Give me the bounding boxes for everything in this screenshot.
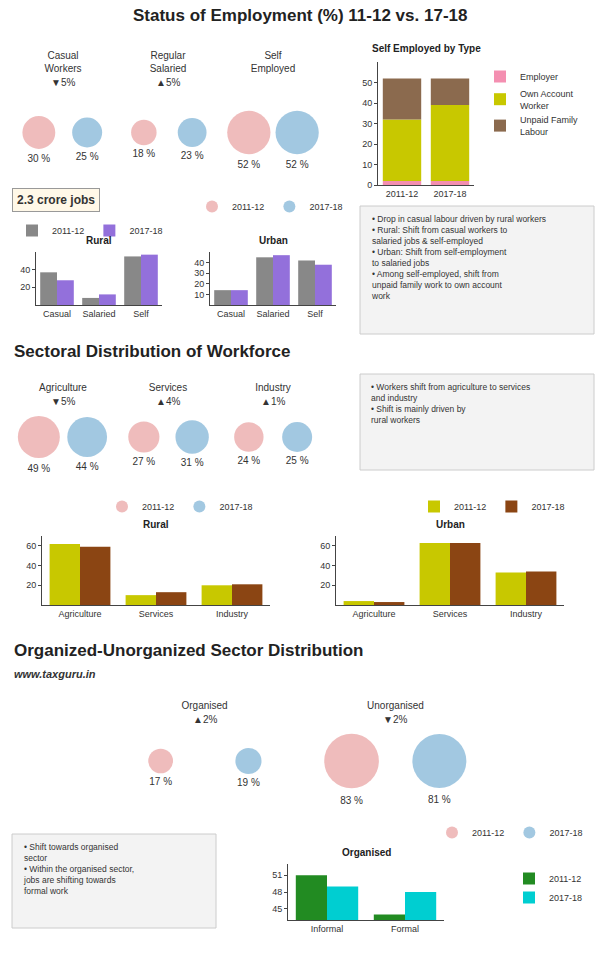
svg-text:Casual: Casual: [43, 309, 71, 319]
svg-text:20: 20: [26, 580, 36, 590]
svg-text:40: 40: [362, 98, 372, 108]
svg-text:2011-12: 2011-12: [472, 828, 504, 838]
svg-text:Services: Services: [149, 382, 187, 393]
svg-text:10: 10: [362, 160, 372, 170]
svg-text:51: 51: [272, 870, 282, 880]
svg-text:31 %: 31 %: [181, 457, 204, 468]
svg-text:Rural: Rural: [86, 235, 112, 246]
svg-text:20: 20: [320, 580, 330, 590]
svg-text:▲5%: ▲5%: [156, 77, 180, 88]
svg-text:Industry: Industry: [255, 382, 291, 393]
svg-text:• Drop in casual labour driven: • Drop in casual labour driven by rural …: [371, 214, 546, 301]
svg-text:2017-18: 2017-18: [129, 226, 162, 236]
svg-text:▼5%: ▼5%: [51, 396, 75, 407]
svg-text:Self: Self: [307, 309, 323, 319]
svg-text:40: 40: [20, 265, 30, 275]
svg-text:Agriculture: Agriculture: [58, 609, 101, 619]
svg-text:49 %: 49 %: [27, 463, 50, 474]
svg-text:2011-12: 2011-12: [232, 202, 264, 212]
svg-text:▲2%: ▲2%: [193, 714, 217, 725]
svg-text:CasualWorkers: CasualWorkers: [44, 50, 81, 74]
svg-text:25 %: 25 %: [76, 151, 99, 162]
svg-text:52 %: 52 %: [286, 159, 309, 170]
svg-text:52 %: 52 %: [237, 159, 260, 170]
svg-text:Services: Services: [139, 609, 174, 619]
svg-text:2.3 crore jobs: 2.3 crore jobs: [17, 193, 95, 207]
svg-text:44 %: 44 %: [76, 461, 99, 472]
svg-text:25 %: 25 %: [286, 455, 309, 466]
svg-text:2017-18: 2017-18: [309, 202, 342, 212]
svg-text:27 %: 27 %: [132, 456, 155, 467]
svg-text:Informal: Informal: [311, 924, 344, 934]
svg-text:30: 30: [194, 268, 204, 278]
svg-text:Employer: Employer: [520, 72, 558, 82]
svg-text:10: 10: [194, 290, 204, 300]
svg-text:• Workers shift from agricultu: • Workers shift from agriculture to serv…: [371, 382, 530, 425]
svg-text:Salaried: Salaried: [256, 309, 289, 319]
svg-text:Self Employed by Type: Self Employed by Type: [372, 43, 481, 54]
svg-text:24 %: 24 %: [237, 455, 260, 466]
svg-text:2011-12: 2011-12: [52, 226, 84, 236]
svg-text:▲4%: ▲4%: [156, 396, 180, 407]
svg-text:30 %: 30 %: [27, 153, 50, 164]
svg-text:2011-12: 2011-12: [386, 189, 418, 199]
svg-text:▼5%: ▼5%: [51, 77, 75, 88]
svg-text:0: 0: [367, 180, 372, 190]
svg-text:81 %: 81 %: [428, 794, 451, 805]
svg-text:Salaried: Salaried: [82, 309, 115, 319]
svg-text:20: 20: [362, 139, 372, 149]
svg-text:Unpaid FamilyLabour: Unpaid FamilyLabour: [520, 115, 578, 137]
svg-text:2017-18: 2017-18: [433, 189, 466, 199]
svg-text:60: 60: [320, 541, 330, 551]
svg-text:Industry: Industry: [216, 609, 249, 619]
svg-text:30: 30: [362, 119, 372, 129]
svg-text:40: 40: [320, 561, 330, 571]
svg-text:Urban: Urban: [436, 519, 465, 530]
svg-text:17 %: 17 %: [149, 776, 172, 787]
svg-text:50: 50: [362, 78, 372, 88]
svg-text:40: 40: [194, 258, 204, 268]
svg-text:40: 40: [26, 561, 36, 571]
svg-text:60: 60: [26, 541, 36, 551]
svg-text:Unorganised: Unorganised: [367, 700, 424, 711]
svg-text:Urban: Urban: [259, 235, 288, 246]
svg-text:20: 20: [194, 279, 204, 289]
svg-text:19 %: 19 %: [237, 777, 260, 788]
svg-text:Formal: Formal: [391, 924, 419, 934]
svg-text:2017-18: 2017-18: [549, 893, 582, 903]
svg-text:www.taxguru.in: www.taxguru.in: [14, 668, 96, 680]
svg-text:2017-18: 2017-18: [219, 502, 252, 512]
svg-text:48: 48: [272, 887, 282, 897]
svg-text:Casual: Casual: [217, 309, 245, 319]
svg-text:Organised: Organised: [342, 847, 391, 858]
svg-text:2011-12: 2011-12: [142, 502, 174, 512]
svg-text:2011-12: 2011-12: [454, 502, 486, 512]
svg-text:Agriculture: Agriculture: [39, 382, 87, 393]
svg-text:▲1%: ▲1%: [261, 396, 285, 407]
svg-text:2017-18: 2017-18: [549, 828, 582, 838]
svg-text:Organised: Organised: [181, 700, 227, 711]
svg-text:Self: Self: [133, 309, 149, 319]
svg-text:Rural: Rural: [143, 519, 169, 530]
svg-text:Organized-Unorganized Sector D: Organized-Unorganized Sector Distributio…: [14, 641, 363, 660]
svg-text:83 %: 83 %: [340, 795, 363, 806]
svg-text:RegularSalaried: RegularSalaried: [150, 50, 187, 74]
svg-text:Sectoral Distribution of Workf: Sectoral Distribution of Workforce: [14, 342, 290, 361]
svg-text:• Shift towards organisedsecto: • Shift towards organisedsector• Within …: [23, 842, 134, 896]
svg-text:45: 45: [272, 904, 282, 914]
svg-text:20: 20: [20, 282, 30, 292]
svg-text:Agriculture: Agriculture: [352, 609, 395, 619]
svg-text:2011-12: 2011-12: [549, 874, 581, 884]
svg-text:Industry: Industry: [510, 609, 543, 619]
svg-text:Services: Services: [433, 609, 468, 619]
svg-text:Status of Employment (%) 11-12: Status of Employment (%) 11-12 vs. 17-18: [133, 6, 467, 25]
svg-text:2017-18: 2017-18: [531, 502, 564, 512]
svg-text:Own AccountWorker: Own AccountWorker: [520, 89, 574, 111]
svg-text:SelfEmployed: SelfEmployed: [251, 50, 295, 74]
svg-text:▼2%: ▼2%: [383, 714, 407, 725]
svg-text:23 %: 23 %: [181, 150, 204, 161]
svg-text:18 %: 18 %: [132, 148, 155, 159]
